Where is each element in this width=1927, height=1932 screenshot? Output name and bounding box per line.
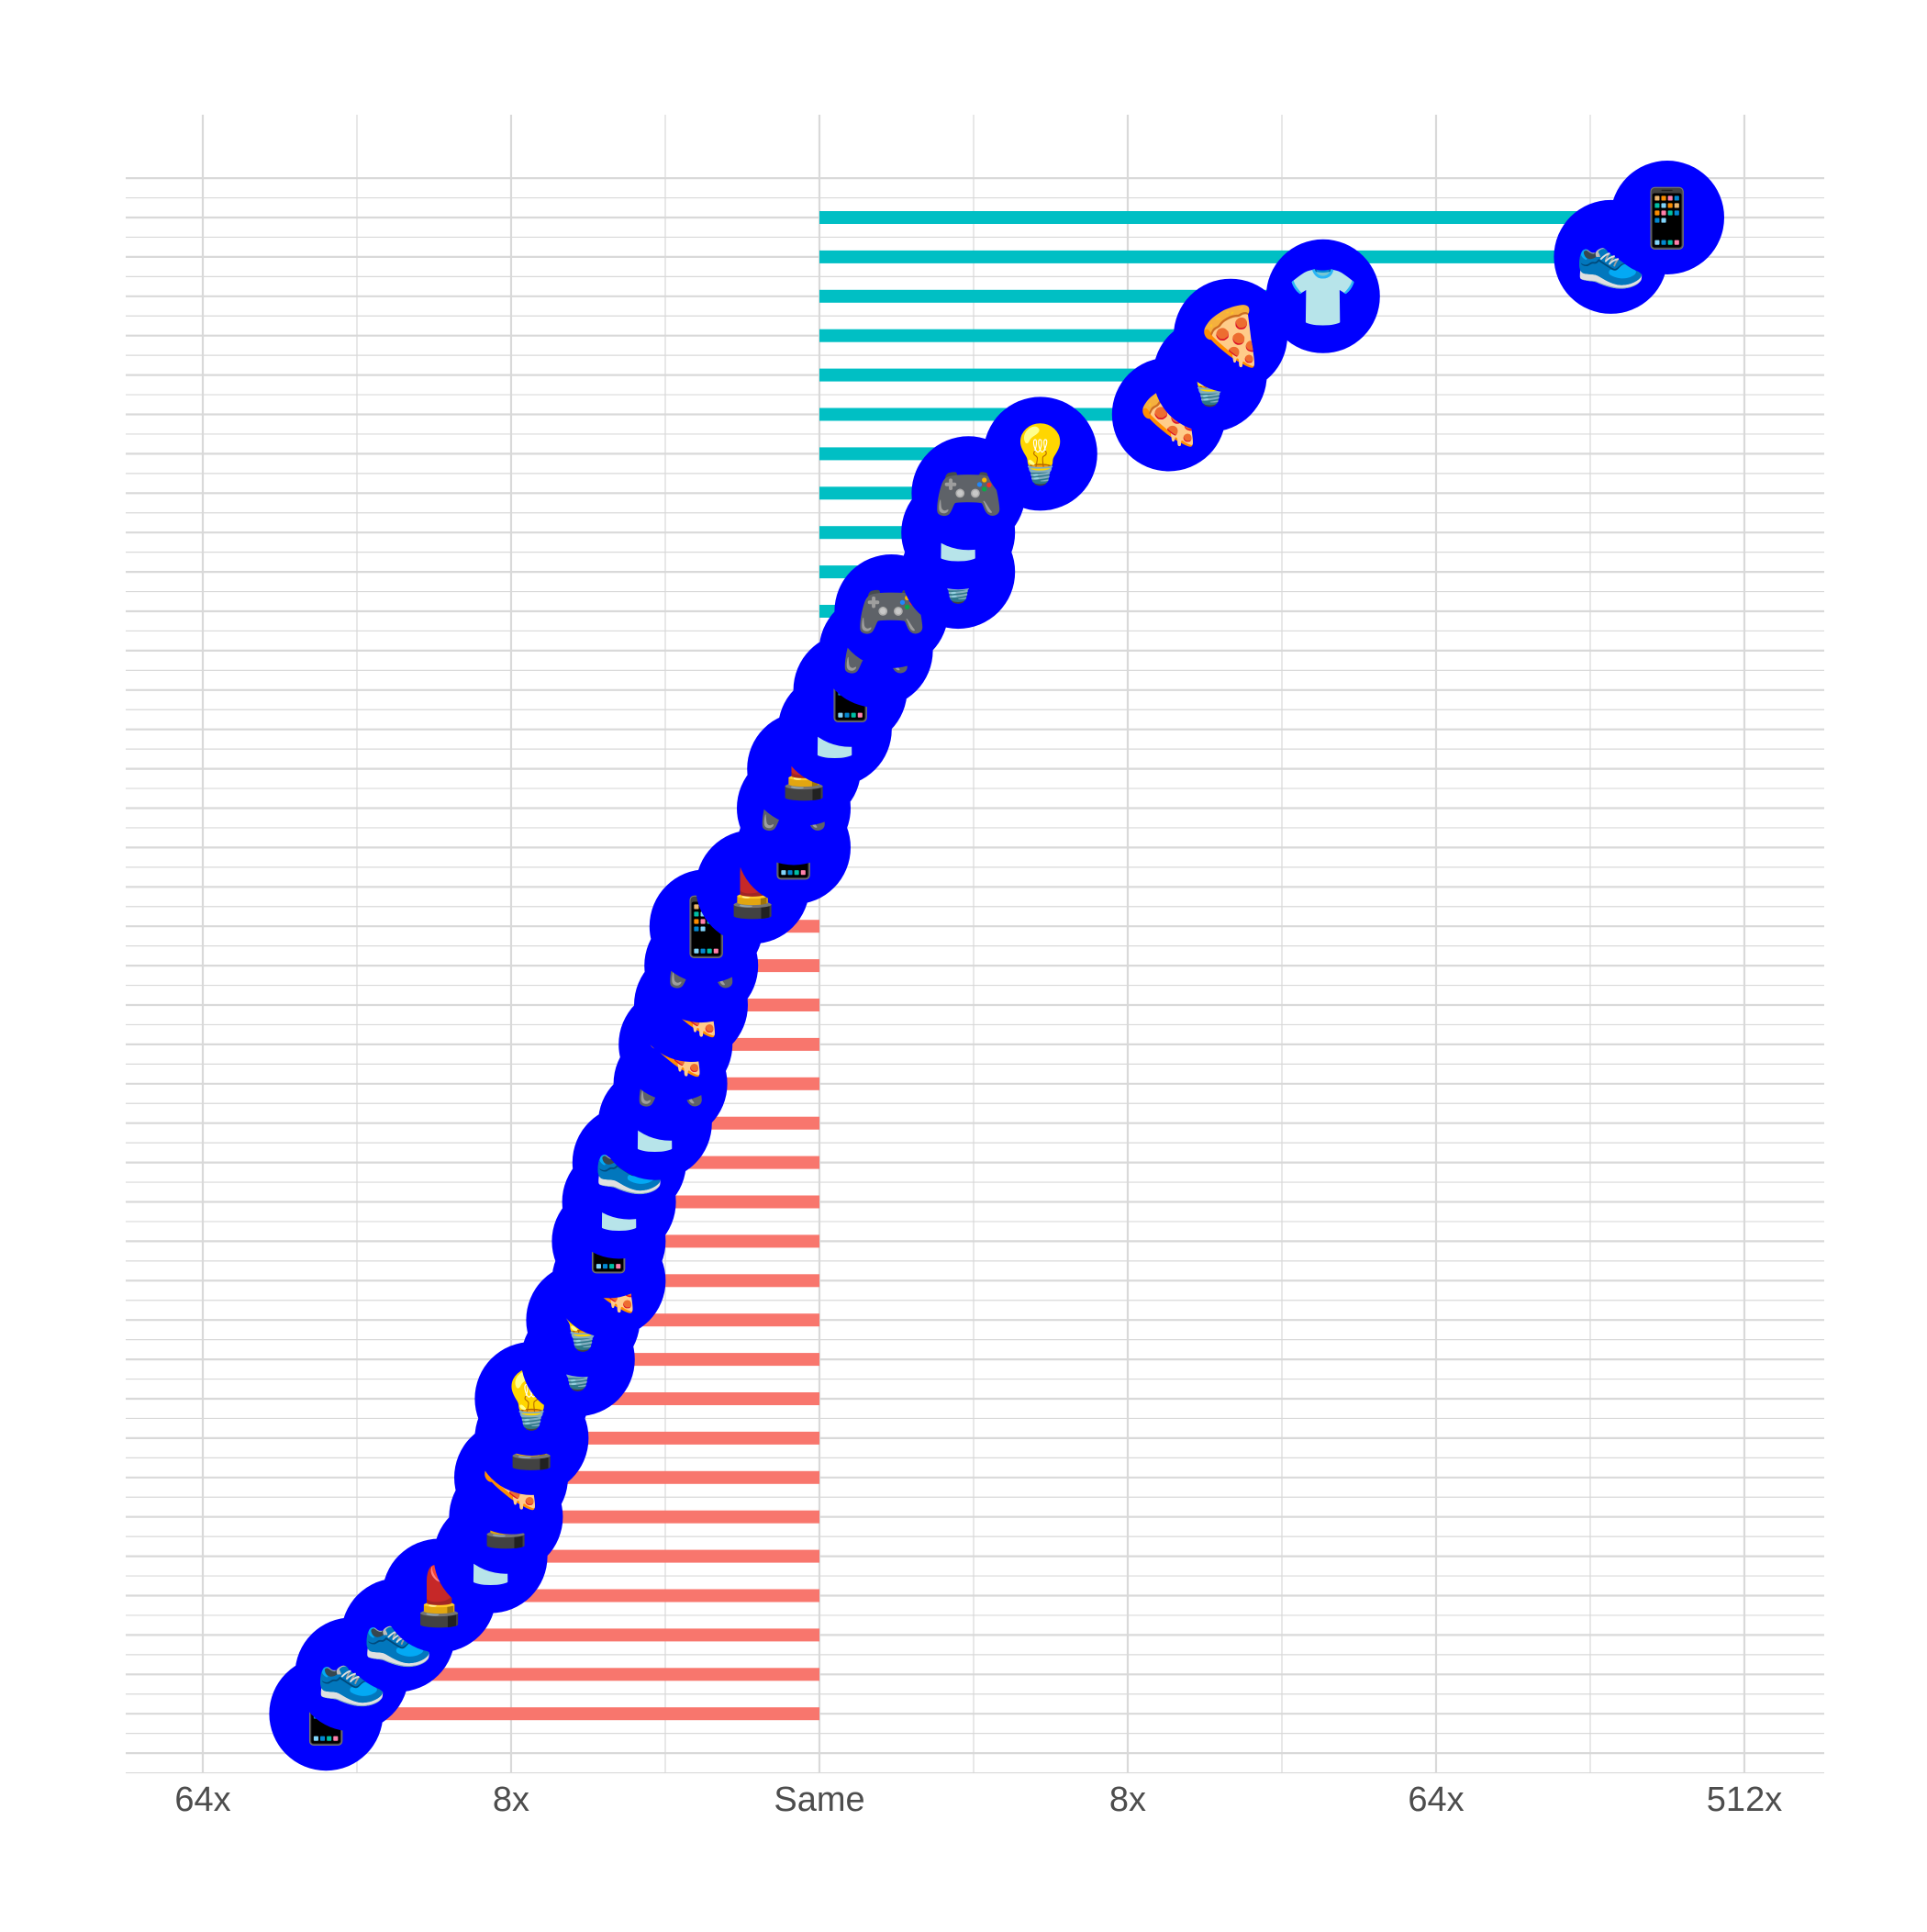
bar [819,329,1231,342]
bar [531,1431,819,1445]
marker-phone: 📱 [1610,161,1724,274]
bar [511,1470,819,1484]
bar [819,368,1210,382]
x-tick-label: 8x [1109,1781,1146,1819]
marker-tshirt: 👕 [1265,239,1380,353]
bar [326,1707,819,1721]
bar [506,1510,819,1524]
bar [351,1668,819,1681]
marker-circle [1610,161,1724,274]
phone-icon: 📱 [1632,184,1702,251]
bar [819,211,1667,224]
marker-pizza: 🍕 [1174,278,1287,393]
marker-layer: 📱👟👟💄👕💄🍕💄💡💡💡🍕📱👕👟👕🎮🍕🍕🎮📱💄📱🎮💄👕📱🎮🎮💡👕🎮💡🍕💡🍕👕👟📱 [269,161,1724,1771]
pizza-icon: 🍕 [1195,303,1265,370]
bar [819,250,1611,263]
tick-layer: 64x 8x Same 8x 64x 512x [174,1781,1782,1819]
marker-bulb: 💡 [983,396,1097,511]
marker-circle [1265,239,1380,353]
marker-circle [1174,278,1287,393]
x-tick-label: 64x [174,1781,230,1819]
bar [577,1353,819,1367]
marker-circle [983,396,1097,511]
tshirt-icon: 👕 [1287,263,1358,330]
x-tick-label: Same [774,1781,864,1819]
x-tick-label: 512x [1707,1781,1782,1819]
bulb-icon: 💡 [1005,420,1075,487]
grid-layer [126,115,1824,1774]
x-tick-label: 8x [493,1781,529,1819]
bar [397,1628,819,1642]
x-tick-label: 64x [1408,1781,1464,1819]
bar [490,1549,819,1563]
